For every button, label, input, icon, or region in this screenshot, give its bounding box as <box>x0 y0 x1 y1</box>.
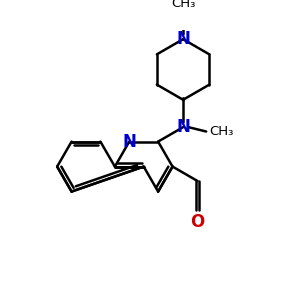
Text: CH₃: CH₃ <box>171 0 195 10</box>
Text: N: N <box>122 133 136 151</box>
Text: O: O <box>190 213 205 231</box>
Text: N: N <box>176 30 190 48</box>
Text: CH₃: CH₃ <box>209 125 233 138</box>
Text: N: N <box>176 118 190 136</box>
